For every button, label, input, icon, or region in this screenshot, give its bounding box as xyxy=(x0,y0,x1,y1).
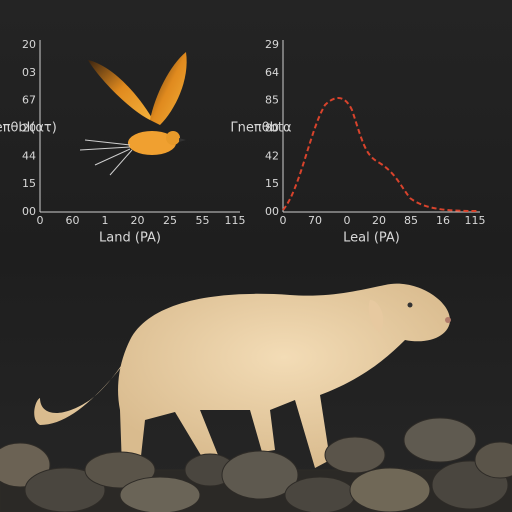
y-tick-label: 20 xyxy=(22,38,36,51)
y-tick-label: 80 xyxy=(265,122,279,135)
x-tick-label: 115 xyxy=(465,214,486,227)
x-tick-label: 20 xyxy=(372,214,386,227)
x-tick-label: 0 xyxy=(280,214,287,227)
y-tick-label: 15 xyxy=(22,177,36,190)
y-tick-label: 44 xyxy=(22,149,36,162)
x-tick-label: 25 xyxy=(163,214,177,227)
y-tick-label: 85 xyxy=(265,94,279,107)
x-tick-label: 55 xyxy=(196,214,210,227)
y-tick-label: 29 xyxy=(265,38,279,51)
y-tick-label: 00 xyxy=(22,205,36,218)
x-tick-label: 60 xyxy=(66,214,80,227)
rocks xyxy=(0,417,512,512)
y-tick-label: 15 xyxy=(265,177,279,190)
animal xyxy=(34,283,451,468)
x-tick-label: 0 xyxy=(37,214,44,227)
curve xyxy=(282,97,479,212)
x-axis-title: Land (PA) xyxy=(99,231,161,246)
y-axis-title: Γneπθbtα xyxy=(230,121,291,136)
y-tick-label: 20 xyxy=(22,122,36,135)
x-axis-title: Leal (PA) xyxy=(343,231,400,246)
x-tick-label: 0 xyxy=(344,214,351,227)
x-tick-label: 85 xyxy=(404,214,418,227)
x-tick-label: 115 xyxy=(225,214,246,227)
y-tick-label: 64 xyxy=(265,66,279,79)
x-tick-label: 1 xyxy=(102,214,109,227)
y-tick-label: 00 xyxy=(265,205,279,218)
y-tick-label: 03 xyxy=(22,66,36,79)
y-tick-label: 67 xyxy=(22,94,36,107)
x-tick-label: 16 xyxy=(436,214,450,227)
y-axis-title: Γneπθbl(ατ) xyxy=(0,121,57,136)
axes xyxy=(39,40,480,213)
y-tick-label: 42 xyxy=(265,149,279,162)
bird xyxy=(79,52,187,176)
x-tick-label: 20 xyxy=(131,214,145,227)
x-tick-label: 70 xyxy=(308,214,322,227)
